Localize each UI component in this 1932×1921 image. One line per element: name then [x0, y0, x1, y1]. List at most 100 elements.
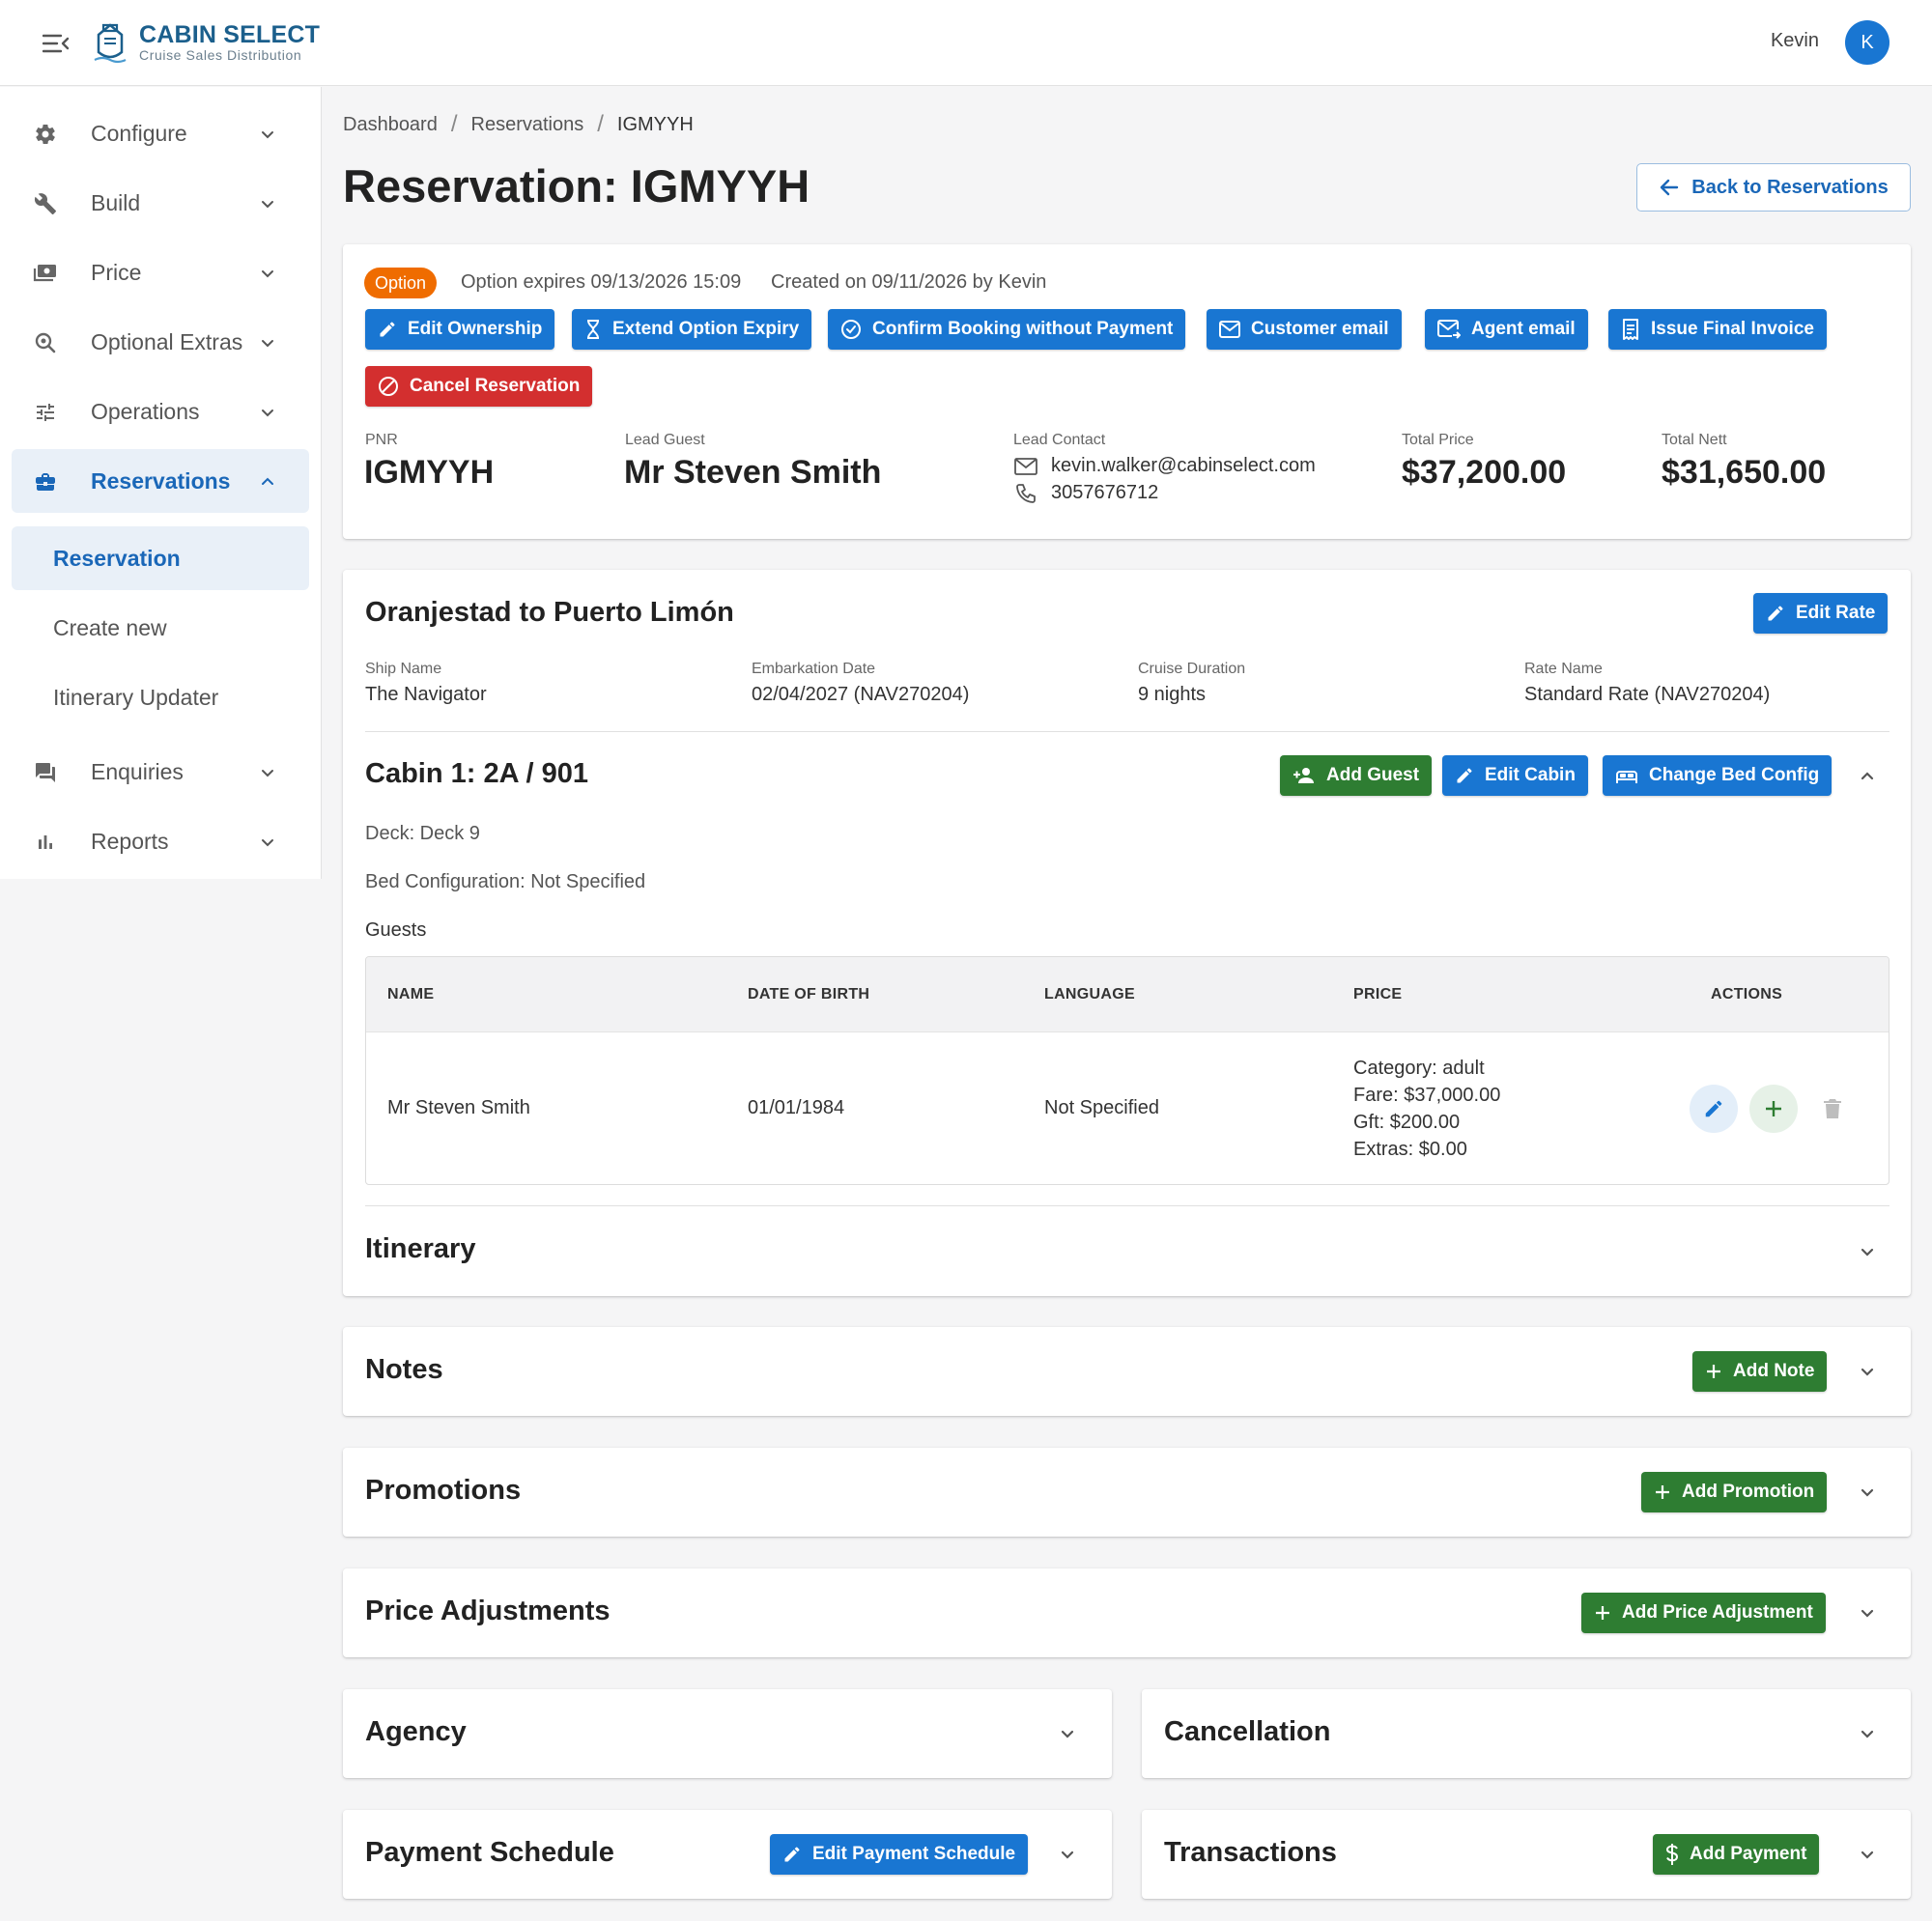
- lead-contact-label: Lead Contact: [1013, 432, 1106, 448]
- back-to-reservations-button[interactable]: Back to Reservations: [1636, 163, 1911, 212]
- sidebar-subitem-label: Reservation: [53, 545, 181, 571]
- embarkation-date-value: 02/04/2027 (NAV270204): [752, 684, 970, 705]
- plus-icon: [1707, 1365, 1720, 1378]
- delete-guest-trash-icon[interactable]: [1808, 1085, 1857, 1133]
- sidebar-item-label: Configure: [91, 120, 187, 146]
- money-icon: [33, 261, 58, 286]
- promotions-expand-chevron-down-icon[interactable]: [1853, 1478, 1882, 1507]
- sidebar-item-configure[interactable]: Configure: [12, 101, 309, 165]
- chevron-down-icon: [262, 131, 273, 139]
- breadcrumb: Dashboard / Reservations / IGMYYH: [343, 111, 694, 138]
- itinerary-expand-chevron-down-icon[interactable]: [1853, 1237, 1882, 1266]
- pnr-value: IGMYYH: [364, 454, 495, 491]
- column-header-price[interactable]: PRICE: [1332, 957, 1690, 1031]
- rate-name-label: Rate Name: [1524, 661, 1603, 677]
- customer-email-button[interactable]: Customer email: [1207, 309, 1402, 350]
- guest-price: Category: adult Fare: $37,000.00 Gft: $2…: [1332, 1031, 1690, 1184]
- wrench-icon: [33, 191, 58, 216]
- sidebar-item-price[interactable]: Price: [12, 240, 309, 304]
- pencil-icon: [784, 1847, 800, 1862]
- briefcase-icon: [33, 469, 58, 494]
- gear-icon: [33, 122, 58, 147]
- column-header-dob[interactable]: DATE OF BIRTH: [726, 957, 1023, 1031]
- sidebar-item-optional-extras[interactable]: Optional Extras: [12, 310, 309, 374]
- invoice-icon: [1623, 319, 1638, 340]
- edit-cabin-button[interactable]: Edit Cabin: [1442, 755, 1588, 796]
- add-guest-button[interactable]: Add Guest: [1280, 755, 1433, 796]
- divider: [365, 1205, 1889, 1206]
- cruise-duration-label: Cruise Duration: [1138, 661, 1246, 677]
- payment-schedule-title: Payment Schedule: [365, 1837, 614, 1868]
- breadcrumb-separator: /: [450, 111, 458, 137]
- guest-actions: [1690, 1031, 1889, 1184]
- payment-schedule-expand-chevron-down-icon[interactable]: [1053, 1840, 1082, 1869]
- lead-email[interactable]: kevin.walker@cabinselect.com: [1051, 455, 1316, 476]
- add-payment-button[interactable]: Add Payment: [1653, 1834, 1820, 1875]
- sidebar-subitem-create-new[interactable]: Create new: [12, 596, 309, 660]
- edit-payment-schedule-button[interactable]: Edit Payment Schedule: [770, 1834, 1029, 1875]
- add-price-adjustment-button[interactable]: Add Price Adjustment: [1581, 1593, 1826, 1633]
- add-note-button[interactable]: Add Note: [1692, 1351, 1828, 1392]
- cruise-duration-value: 9 nights: [1138, 684, 1207, 705]
- notes-expand-chevron-down-icon[interactable]: [1853, 1357, 1882, 1386]
- user-name[interactable]: Kevin: [1770, 30, 1819, 51]
- menu-collapse-icon[interactable]: [39, 29, 73, 58]
- price-adjustments-expand-chevron-down-icon[interactable]: [1853, 1598, 1882, 1627]
- avatar[interactable]: K: [1845, 20, 1889, 65]
- deck-text: Deck: Deck 9: [365, 823, 480, 844]
- column-header-actions: ACTIONS: [1690, 957, 1889, 1031]
- cruise-title: Oranjestad to Puerto Limón: [365, 597, 734, 628]
- cancellation-expand-chevron-down-icon[interactable]: [1853, 1719, 1882, 1748]
- sidebar-item-label: Build: [91, 189, 141, 215]
- mail-icon: [1014, 458, 1037, 475]
- itinerary-title: Itinerary: [365, 1233, 476, 1264]
- guest-name: Mr Steven Smith: [366, 1031, 726, 1184]
- transactions-title: Transactions: [1164, 1837, 1337, 1868]
- breadcrumb-dashboard[interactable]: Dashboard: [343, 113, 438, 135]
- confirm-booking-button[interactable]: Confirm Booking without Payment: [828, 309, 1186, 350]
- sidebar-item-reservations[interactable]: Reservations: [12, 449, 309, 513]
- reservation-summary-card: [343, 244, 1911, 539]
- chevron-down-icon: [262, 201, 273, 209]
- sidebar-subitem-reservation[interactable]: Reservation: [12, 526, 309, 590]
- change-bed-config-button[interactable]: Change Bed Config: [1603, 755, 1833, 796]
- cruise-card: [343, 570, 1911, 1296]
- edit-ownership-button[interactable]: Edit Ownership: [365, 309, 555, 350]
- breadcrumb-reservations[interactable]: Reservations: [470, 113, 584, 135]
- cancellation-card: [1142, 1689, 1911, 1778]
- total-price-value: $37,200.00: [1402, 454, 1567, 491]
- search-settings-icon: [33, 330, 58, 355]
- chevron-down-icon: [262, 770, 273, 777]
- guests-table: NAME DATE OF BIRTH LANGUAGE PRICE ACTION…: [365, 956, 1889, 1185]
- edit-guest-pencil-icon[interactable]: [1690, 1084, 1738, 1133]
- cancel-reservation-button[interactable]: Cancel Reservation: [365, 366, 593, 407]
- extend-option-expiry-button[interactable]: Extend Option Expiry: [572, 309, 812, 350]
- edit-rate-button[interactable]: Edit Rate: [1753, 593, 1889, 634]
- back-button-label: Back to Reservations: [1691, 176, 1889, 198]
- promotions-title: Promotions: [365, 1475, 522, 1506]
- total-nett-value: $31,650.00: [1662, 454, 1827, 491]
- column-header-language[interactable]: LANGUAGE: [1023, 957, 1332, 1031]
- embarkation-date-label: Embarkation Date: [752, 661, 876, 677]
- agency-expand-chevron-down-icon[interactable]: [1053, 1719, 1082, 1748]
- sidebar-item-operations[interactable]: Operations: [12, 380, 309, 443]
- cancel-icon: [379, 377, 398, 396]
- agent-email-button[interactable]: Agent email: [1425, 309, 1588, 350]
- transactions-expand-chevron-down-icon[interactable]: [1853, 1840, 1882, 1869]
- hourglass-icon: [587, 320, 599, 339]
- add-promotion-button[interactable]: Add Promotion: [1641, 1472, 1828, 1512]
- lead-guest-label: Lead Guest: [625, 432, 705, 448]
- lead-phone[interactable]: 3057676712: [1051, 482, 1159, 503]
- cabin-collapse-chevron-up-icon[interactable]: [1853, 762, 1882, 791]
- sidebar-item-reports[interactable]: Reports: [12, 809, 309, 873]
- sidebar-item-label: Operations: [91, 398, 200, 424]
- column-header-name[interactable]: NAME: [366, 957, 726, 1031]
- sidebar-item-build[interactable]: Build: [12, 171, 309, 235]
- add-extra-plus-icon[interactable]: [1748, 1084, 1798, 1133]
- sidebar-subitem-label: Itinerary Updater: [53, 684, 219, 710]
- issue-final-invoice-button[interactable]: Issue Final Invoice: [1608, 309, 1827, 350]
- sidebar-item-enquiries[interactable]: Enquiries: [12, 740, 309, 804]
- dollar-icon: [1665, 1844, 1679, 1865]
- sidebar-subitem-itinerary-updater[interactable]: Itinerary Updater: [12, 665, 309, 729]
- brand-logo[interactable]: CABIN SELECT Cruise Sales Distribution: [91, 17, 320, 68]
